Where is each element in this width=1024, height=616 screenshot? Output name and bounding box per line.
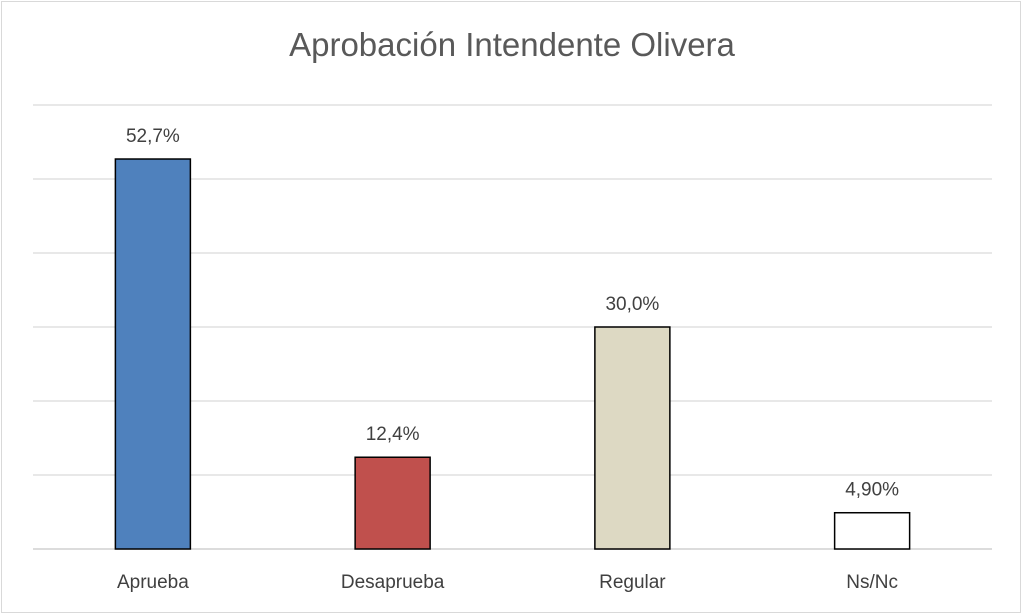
category-label: Desaprueba xyxy=(341,572,445,593)
data-labels: 52,7% 12,4% 30,0% 4,90% xyxy=(126,126,899,501)
category-label: Regular xyxy=(599,572,666,593)
bar-aprueba xyxy=(114,158,192,550)
bar-regular xyxy=(594,326,671,550)
chart-title: Aprobación Intendente Olivera xyxy=(289,26,735,63)
data-label: 4,90% xyxy=(845,480,899,501)
bar-ns-nc xyxy=(833,511,911,550)
data-label: 30,0% xyxy=(605,294,659,315)
gridlines xyxy=(33,104,992,550)
data-label: 12,4% xyxy=(366,424,420,445)
bars xyxy=(114,158,911,550)
category-label: Ns/Nc xyxy=(846,572,898,593)
category-label: Aprueba xyxy=(117,572,189,593)
data-label: 52,7% xyxy=(126,126,180,147)
bar-desaprueba xyxy=(354,456,431,550)
category-labels: Aprueba Desaprueba Regular Ns/Nc xyxy=(117,572,898,593)
